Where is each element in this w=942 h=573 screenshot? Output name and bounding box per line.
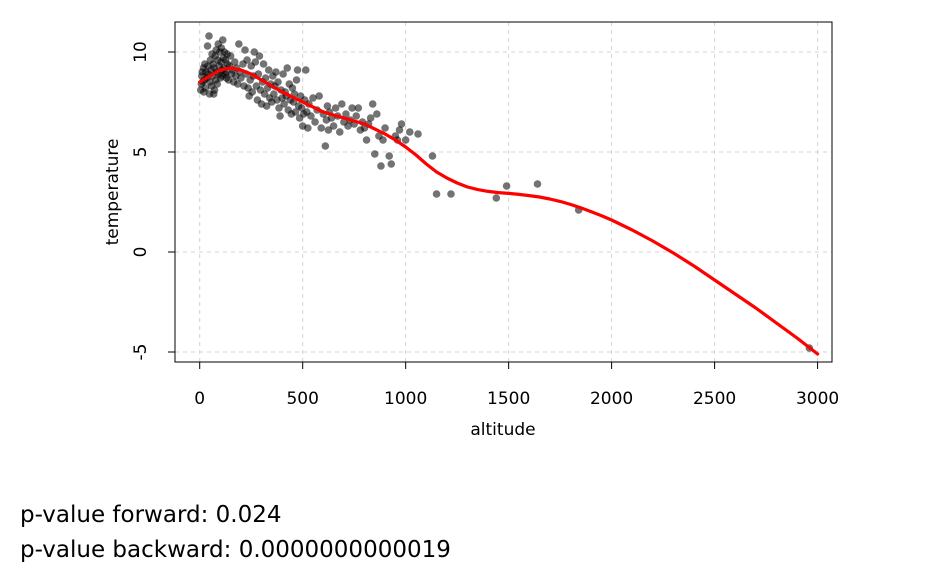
data-point [234,80,242,88]
data-point [304,124,312,132]
data-point [428,152,437,160]
data-point [321,142,330,150]
data-point [385,152,393,160]
data-point [226,52,235,60]
data-point [283,64,292,72]
data-point [248,88,257,96]
data-point [243,56,251,64]
data-point [297,104,306,112]
x-axis-label: altitude [470,420,535,440]
x-tick-label: 0 [194,389,205,409]
data-point [311,118,319,126]
y-axis: -5 0 5 10 [131,41,176,361]
data-point [272,68,280,76]
data-point [335,128,344,136]
data-point [291,108,300,116]
x-tick-label: 1500 [487,389,530,409]
data-point [288,84,297,92]
data-point [368,100,377,108]
data-point [213,80,222,88]
data-point [293,66,302,74]
y-tick-label: 0 [131,247,151,258]
data-point [292,76,301,84]
data-point [329,122,338,130]
data-point [397,120,406,128]
data-point [331,104,340,112]
data-point [235,40,243,48]
x-tick-label: 1000 [384,389,427,409]
x-tick-label: 3000 [796,389,839,409]
data-point [260,90,269,98]
data-point [218,36,227,44]
data-point [502,182,511,190]
data-point [342,110,350,118]
data-point [432,190,441,198]
y-axis-label: temperature [103,139,123,246]
data-point [276,112,284,120]
x-tick-label: 2500 [693,389,736,409]
smooth-curve [198,66,820,356]
data-point [255,52,264,60]
data-point [387,160,396,168]
data-point [377,162,385,170]
data-point [237,74,245,82]
y-tick-label: -5 [131,344,151,361]
data-point [354,104,363,112]
data-point [533,180,542,188]
scatter-plot: 0 500 1000 1500 2000 2500 3000 -5 0 5 10 altitude… [103,21,839,440]
y-tick-label: 10 [131,41,151,63]
data-point [362,136,371,144]
data-point [366,114,375,122]
data-point [381,124,389,132]
data-point [250,48,259,56]
data-point [230,58,239,66]
p-value-backward: p-value backward: 0.0000000000019 [20,537,451,563]
data-point [203,42,212,50]
data-point [280,100,288,108]
data-point [309,94,317,102]
data-point [307,112,315,120]
data-point [201,84,210,92]
x-axis: 0 500 1000 1500 2000 2500 3000 [194,361,839,409]
data-point [251,58,260,66]
data-point [405,128,414,136]
data-point [344,122,352,130]
data-point [348,104,356,112]
data-point [274,78,282,86]
grid [175,22,832,362]
data-point [401,136,410,144]
data-point [301,66,310,74]
data-point [279,70,287,78]
data-point [492,194,501,202]
data-point [205,32,213,40]
data-point [323,102,332,110]
data-point [262,102,271,110]
data-point [395,126,404,134]
data-point [317,124,326,132]
data-point [275,104,283,112]
data-point [379,136,387,144]
data-point [210,86,219,94]
data-point [264,66,273,74]
p-value-forward: p-value forward: 0.024 [20,502,282,528]
data-point [447,190,455,198]
x-tick-label: 500 [286,389,318,409]
data-point [270,90,278,98]
data-point [414,130,422,138]
data-point [315,92,323,100]
data-point [338,100,346,108]
data-point [370,150,379,158]
x-tick-label: 2000 [590,389,633,409]
data-point [241,46,249,54]
y-tick-label: 5 [131,147,151,158]
data-point [259,60,268,68]
data-point [324,126,333,134]
data-point [373,110,381,118]
data-point [352,112,361,120]
